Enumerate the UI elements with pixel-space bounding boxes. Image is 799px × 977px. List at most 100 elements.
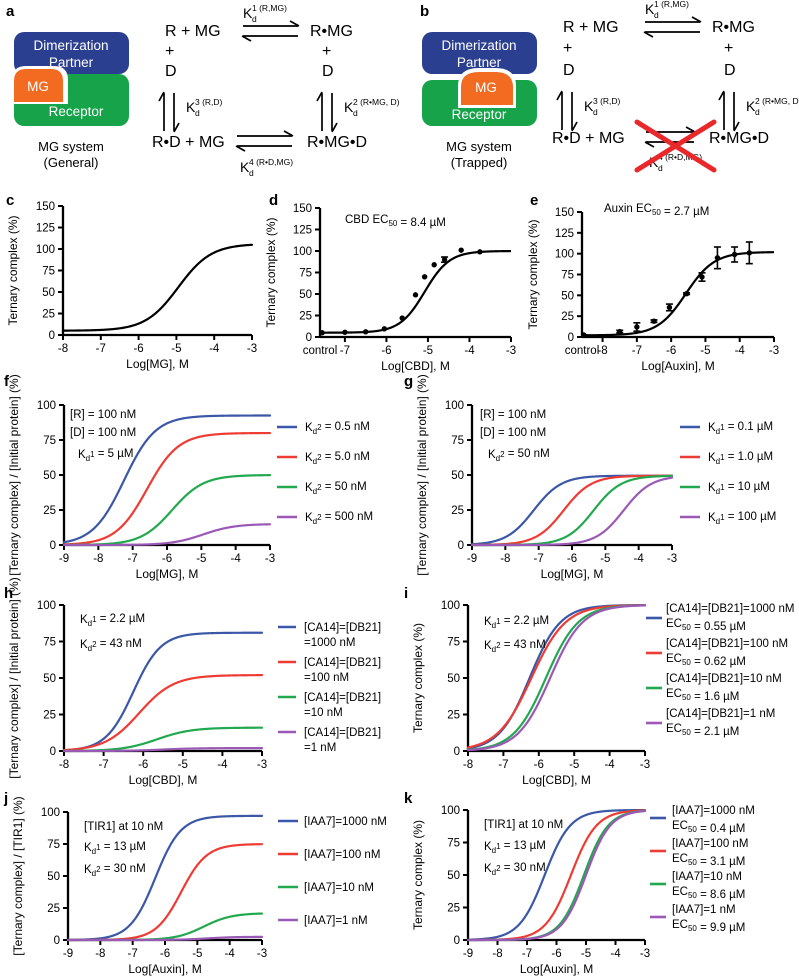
mg-label: MG bbox=[27, 79, 49, 94]
y-tick-label: 50 bbox=[43, 470, 56, 482]
kd2-b-sup: 2 (R•MG, D) bbox=[755, 96, 799, 106]
data-point bbox=[746, 250, 753, 256]
annotation: [CA14]=[DB21]=100 nM bbox=[666, 638, 788, 650]
y-tick-label: 0 bbox=[454, 935, 460, 947]
annotation: Kd1 = 2.2 µM bbox=[484, 615, 549, 630]
data-point bbox=[683, 290, 690, 297]
data-curve bbox=[470, 476, 674, 547]
kd3-b-sup: 3 (R,D) bbox=[593, 96, 621, 106]
y-tick-label: 100 bbox=[441, 600, 460, 612]
panel-label-h: h bbox=[4, 585, 14, 602]
eq-a-plus-left: + bbox=[165, 43, 174, 60]
y-tick-label: 0 bbox=[54, 935, 60, 947]
kd4-sub: d bbox=[249, 168, 254, 178]
panel-label-c: c bbox=[6, 192, 15, 209]
kd1-sup: 1 (R,MG) bbox=[252, 3, 287, 13]
chart-e: 0 25 50 75 100 125 150 control-8 -7 -6 -5 -4 -3 Log[A… bbox=[526, 203, 779, 373]
data-curve bbox=[66, 814, 264, 941]
data-curve bbox=[62, 414, 272, 544]
x-tick-label: -8 bbox=[58, 343, 68, 355]
y-axis-title: [Ternary complex] / [Initial protein] (%… bbox=[7, 374, 21, 575]
x-tick-label: -4 bbox=[610, 948, 621, 960]
x-tick-label: -7 bbox=[98, 759, 108, 771]
eq-b-d-right: D bbox=[724, 62, 736, 79]
panel-label-a: a bbox=[6, 3, 15, 20]
y-tick-label: 50 bbox=[447, 673, 460, 685]
y-tick-label: 25 bbox=[43, 505, 56, 517]
y-tick-label: 50 bbox=[43, 673, 56, 685]
x-tick-label: -3 bbox=[257, 759, 267, 771]
x-axis-title: Log[MG], M bbox=[541, 567, 604, 581]
x-tick-label: -4 bbox=[464, 345, 475, 357]
x-axis-title: Log[CBD], M bbox=[381, 359, 450, 373]
annotation: Kd1 = 13 µM bbox=[484, 840, 546, 855]
chart-h: 0 25 50 75 100 -8 -7 -6 -5 -4 -3 Log[CBD], M [Ternar… bbox=[7, 577, 381, 787]
kd2-b-sub: d bbox=[755, 107, 760, 117]
y-axis-title: [Ternary complex] / [Initial protein] (%… bbox=[415, 374, 429, 575]
x-tick-label: -6 bbox=[666, 345, 676, 357]
x-axis-title: Log[Auxin], M bbox=[641, 359, 714, 373]
annotation: [CA14]=[DB21]=1000 nM bbox=[666, 603, 795, 615]
annotation: [IAA7]=1 nM bbox=[672, 904, 736, 916]
y-tick-label: 100 bbox=[293, 246, 312, 258]
data-point bbox=[731, 251, 738, 258]
data-curve bbox=[466, 604, 647, 752]
annotation: [CA14]=[DB21] bbox=[304, 692, 381, 704]
y-tick-label: 150 bbox=[293, 203, 312, 215]
data-point bbox=[699, 274, 705, 280]
kd1-b-sup: 1 (R,MG) bbox=[654, 0, 689, 9]
x-tick-label: -7 bbox=[522, 948, 532, 960]
data-curve bbox=[62, 631, 264, 752]
y-tick-label: 100 bbox=[37, 600, 56, 612]
panel-c: 0 25 50 75 100 125 150 -8 -7 -6 -5 -4 -3 Log[MG], M Te… bbox=[0, 190, 265, 371]
x-tick-label: -8 bbox=[93, 553, 103, 565]
data-point bbox=[634, 324, 640, 330]
annotation: [IAA7]=10 nM bbox=[672, 871, 742, 883]
dimerization-label-line1: Dimerization bbox=[33, 38, 108, 53]
eq-b-top-left: R + MG bbox=[563, 19, 619, 36]
eq-b-bottom-left: R•D + MG bbox=[552, 130, 625, 147]
y-tick-label: 75 bbox=[299, 268, 312, 280]
x-tick-label: -3 bbox=[506, 345, 516, 357]
eq-a-kd3: K d 3 (R,D) bbox=[186, 97, 223, 118]
x-tick-label: -8 bbox=[59, 759, 69, 771]
y-tick-label: 25 bbox=[299, 311, 312, 323]
trapped-cross-icon bbox=[634, 119, 717, 173]
fit-curve bbox=[322, 249, 511, 334]
y-tick-label: 25 bbox=[43, 710, 56, 722]
y-tick-label: 125 bbox=[293, 225, 312, 237]
kd3-b-sub: d bbox=[593, 107, 598, 117]
x-tick-label: -7 bbox=[96, 343, 106, 355]
x-tick-label: -4 bbox=[231, 553, 242, 565]
annotation: Kd1 = 13 µM bbox=[84, 841, 146, 856]
chart-g: 0 25 50 75 100 -9 -8 -7 -6 -5 -4 -3 Log[MG], M [Terna… bbox=[415, 374, 776, 581]
x-tick-label: -6 bbox=[534, 759, 544, 771]
y-axis-title: Ternary complex (%) bbox=[526, 219, 540, 329]
eq-b-plus-right: + bbox=[724, 40, 733, 57]
data-curve bbox=[466, 808, 647, 941]
mg-box bbox=[14, 69, 63, 102]
y-tick-label: 0 bbox=[49, 330, 55, 342]
x-tick-label: -3 bbox=[640, 948, 650, 960]
x-tick-label: -7 bbox=[632, 345, 642, 357]
x-axis-title: Log[MG], M bbox=[126, 357, 189, 371]
data-point bbox=[381, 326, 388, 332]
panel-b-caption-2: (Trapped) bbox=[451, 155, 508, 170]
annotation: Kd2 = 0.5 nM bbox=[305, 421, 370, 436]
eq-a-plus-right: + bbox=[322, 43, 331, 60]
y-tick-label: 50 bbox=[299, 289, 312, 301]
y-axis-title: [Ternary complex] / [Initial protein] (%… bbox=[7, 577, 21, 778]
x-tick-label: -6 bbox=[160, 948, 170, 960]
y-tick-label: 75 bbox=[42, 266, 55, 278]
panel-label-d: d bbox=[269, 192, 279, 209]
mg-box-b bbox=[461, 72, 513, 105]
data-curve bbox=[66, 843, 264, 942]
annotation: =1000 nM bbox=[304, 637, 355, 649]
annotation: EC50 = 0.62 µM bbox=[666, 653, 746, 668]
eq-b-kd1: K d 1 (R,MG) bbox=[645, 0, 689, 20]
x-axis-title: Log[CBD], M bbox=[522, 773, 591, 787]
x-tick-label: -3 bbox=[265, 553, 275, 565]
annotation: Kd1 = 0.1 µM bbox=[708, 421, 773, 436]
y-tick-label: 0 bbox=[50, 540, 56, 552]
annotation: [R] = 100 nM bbox=[70, 409, 136, 421]
